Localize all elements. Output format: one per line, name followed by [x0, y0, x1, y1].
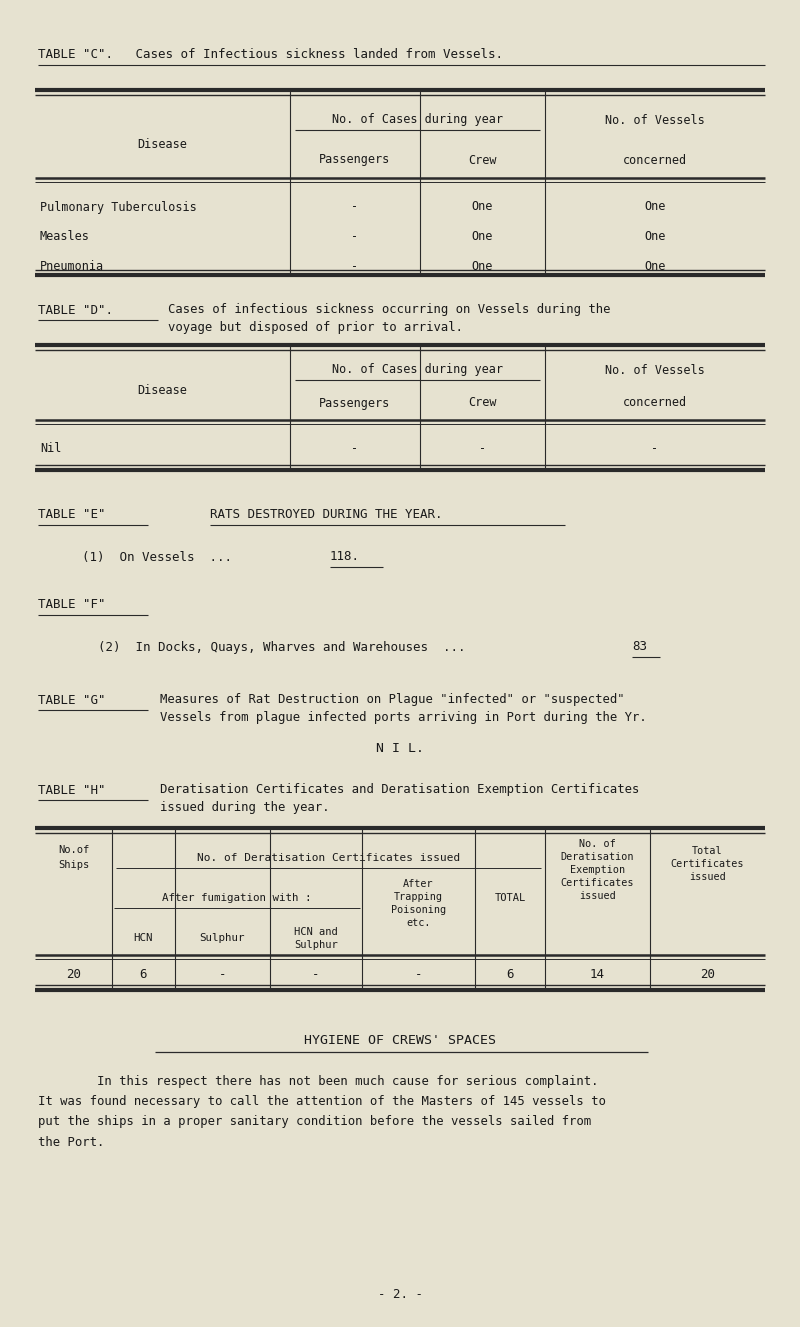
Text: etc.: etc. — [406, 918, 430, 928]
Text: -: - — [651, 442, 658, 455]
Text: TOTAL: TOTAL — [494, 893, 526, 902]
Text: Exemption: Exemption — [570, 865, 625, 874]
Text: Measures of Rat Destruction on Plague "infected" or "suspected": Measures of Rat Destruction on Plague "i… — [160, 694, 625, 706]
Text: 118.: 118. — [330, 551, 360, 564]
Text: -: - — [351, 231, 358, 243]
Text: In this respect there has not been much cause for serious complaint.: In this respect there has not been much … — [38, 1075, 598, 1088]
Text: Pneumonia: Pneumonia — [40, 260, 104, 273]
Text: Measles: Measles — [40, 231, 90, 243]
Text: 83: 83 — [632, 641, 647, 653]
Text: After fumigation with :: After fumigation with : — [162, 893, 312, 902]
Text: TABLE "G": TABLE "G" — [38, 694, 106, 706]
Text: No. of: No. of — [579, 839, 616, 849]
Text: No. of Cases during year: No. of Cases during year — [332, 114, 503, 126]
Text: -: - — [351, 260, 358, 273]
Text: -: - — [414, 969, 422, 982]
Text: -: - — [218, 969, 226, 982]
Text: put the ships in a proper sanitary condition before the vessels sailed from: put the ships in a proper sanitary condi… — [38, 1116, 591, 1128]
Text: Disease: Disease — [138, 138, 187, 151]
Text: concerned: concerned — [623, 397, 687, 410]
Text: TABLE "H": TABLE "H" — [38, 783, 106, 796]
Text: Deratisation: Deratisation — [561, 852, 634, 863]
Text: 20: 20 — [700, 969, 715, 982]
Text: Sulphur: Sulphur — [200, 933, 246, 943]
Text: After: After — [403, 878, 434, 889]
Text: 6: 6 — [506, 969, 514, 982]
Text: Passengers: Passengers — [319, 154, 390, 166]
Text: Ships: Ships — [58, 860, 89, 871]
Text: Pulmonary Tuberculosis: Pulmonary Tuberculosis — [40, 200, 197, 214]
Text: HCN and: HCN and — [294, 928, 338, 937]
Text: TABLE "E": TABLE "E" — [38, 508, 106, 522]
Text: One: One — [644, 231, 666, 243]
Text: Sulphur: Sulphur — [294, 940, 338, 950]
Text: One: One — [644, 200, 666, 214]
Text: N I L.: N I L. — [376, 742, 424, 755]
Text: One: One — [472, 260, 493, 273]
Text: RATS DESTROYED DURING THE YEAR.: RATS DESTROYED DURING THE YEAR. — [210, 508, 442, 522]
Text: No. of Vessels: No. of Vessels — [605, 114, 705, 126]
Text: issued during the year.: issued during the year. — [160, 802, 330, 815]
Text: (1)  On Vessels  ...: (1) On Vessels ... — [82, 551, 247, 564]
Text: 6: 6 — [140, 969, 147, 982]
Text: Poisoning: Poisoning — [391, 905, 446, 916]
Text: TABLE "F": TABLE "F" — [38, 598, 106, 612]
Text: -: - — [351, 442, 358, 455]
Text: voyage but disposed of prior to arrival.: voyage but disposed of prior to arrival. — [168, 321, 463, 333]
Text: No. of Vessels: No. of Vessels — [605, 364, 705, 377]
Text: the Port.: the Port. — [38, 1136, 104, 1148]
Text: Crew: Crew — [468, 397, 497, 410]
Text: TABLE "C".   Cases of Infectious sickness landed from Vessels.: TABLE "C". Cases of Infectious sickness … — [38, 49, 503, 61]
Text: Cases of infectious sickness occurring on Vessels during the: Cases of infectious sickness occurring o… — [168, 304, 610, 317]
Text: 20: 20 — [66, 969, 81, 982]
Text: HCN: HCN — [134, 933, 154, 943]
Text: Disease: Disease — [138, 384, 187, 397]
Text: Nil: Nil — [40, 442, 62, 455]
Text: Certificates: Certificates — [561, 878, 634, 888]
Text: concerned: concerned — [623, 154, 687, 166]
Text: Crew: Crew — [468, 154, 497, 166]
Text: - 2. -: - 2. - — [378, 1289, 422, 1302]
Text: No. of Deratisation Certificates issued: No. of Deratisation Certificates issued — [197, 853, 460, 863]
Text: No.of: No.of — [58, 845, 89, 855]
Text: Vessels from plague infected ports arriving in Port during the Yr.: Vessels from plague infected ports arriv… — [160, 711, 646, 725]
Text: One: One — [644, 260, 666, 273]
Text: HYGIENE OF CREWS' SPACES: HYGIENE OF CREWS' SPACES — [304, 1034, 496, 1047]
Text: One: One — [472, 200, 493, 214]
Text: issued: issued — [579, 890, 616, 901]
Text: Passengers: Passengers — [319, 397, 390, 410]
Text: One: One — [472, 231, 493, 243]
Text: It was found necessary to call the attention of the Masters of 145 vessels to: It was found necessary to call the atten… — [38, 1096, 606, 1108]
Text: -: - — [312, 969, 320, 982]
Text: (2)  In Docks, Quays, Wharves and Warehouses  ...: (2) In Docks, Quays, Wharves and Warehou… — [38, 641, 481, 653]
Text: Certificates: Certificates — [670, 859, 744, 869]
Text: 14: 14 — [590, 969, 605, 982]
Text: -: - — [479, 442, 486, 455]
Text: Deratisation Certificates and Deratisation Exemption Certificates: Deratisation Certificates and Deratisati… — [160, 783, 639, 796]
Text: Total: Total — [692, 847, 723, 856]
Text: No. of Cases during year: No. of Cases during year — [332, 364, 503, 377]
Text: issued: issued — [689, 872, 726, 882]
Text: -: - — [351, 200, 358, 214]
Text: Trapping: Trapping — [394, 892, 443, 902]
Text: TABLE "D".: TABLE "D". — [38, 304, 113, 317]
